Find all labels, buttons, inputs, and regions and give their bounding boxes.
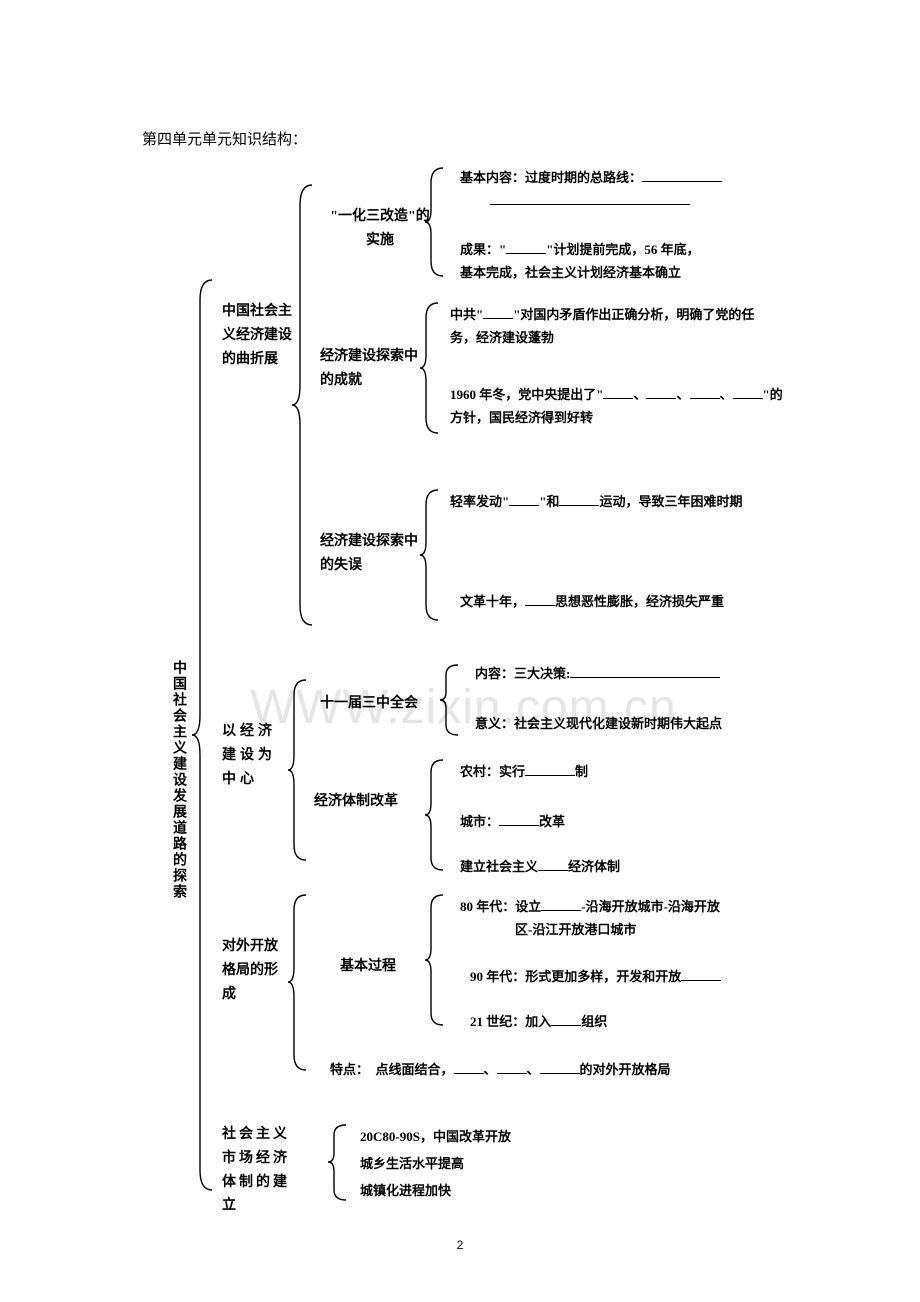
sub-1-3-label: 经济建设探索中的失误 [320,530,420,578]
blank [538,870,568,871]
item-4-2: 城乡生活水平提高 [360,1152,464,1175]
item-3-2: 特点： 点线面结合， 、 、 的对外开放格局 [330,1058,671,1081]
sub-2-2-label: 经济体制改革 [314,790,398,814]
item-1-3-2: 文革十年， 思想恶性膨胀，经济损失严重 [460,590,724,613]
item-4-3: 城镇化进程加快 [360,1179,451,1202]
blank [483,318,513,319]
branch-2-brace [288,680,313,860]
blank [499,825,539,826]
branch-3-label: 对外开放格局的形成 [222,935,282,1006]
text: 轻率发动" [450,494,509,509]
text: 、 [527,1062,540,1077]
blank [454,1073,484,1074]
sub-1-2-brace [420,303,445,433]
blank [733,398,763,399]
blank [490,204,690,205]
text: 、 [484,1062,497,1077]
item-2-2-3: 建立社会主义 经济体制 [460,855,620,878]
text: 、 [676,387,689,402]
text: 中共" [450,307,483,322]
text: 建立社会主义 [460,859,538,874]
sub-3-1-brace [425,895,450,1025]
text: 、 [633,387,646,402]
text: 、 [720,387,733,402]
text: 农村：实行 [460,764,525,779]
item-2-1-1: 内容：三大决策: [475,662,720,685]
text: 基本内容：过度时期的总路线： [460,170,642,185]
blank [540,1073,580,1074]
branch-1-label: 中国社会主义经济建设的曲折展 [222,300,292,371]
text: 基本完成，社会主义计划经济基本确立 [460,265,681,280]
text: 改革 [539,814,565,829]
blank [506,253,546,254]
blank [690,398,720,399]
item-3-1-1: 80 年代：设立 -沿海开放城市-沿海开放 区-沿江开放港口城市 [460,895,770,942]
item-1-3-1: 轻率发动" "和 运动，导致三年困难时期 [450,490,770,513]
blank [570,677,720,678]
blank [525,605,555,606]
text: 成果：" [460,242,506,257]
text: 制 [575,764,588,779]
text: 内容：三大决策: [475,666,570,681]
item-1-2-1: 中共""对国内矛盾作出正确分析，明确了党的任务，经济建设蓬勃 [450,303,760,350]
text: 经济体制 [568,859,620,874]
page-number: 2 [457,1238,464,1252]
sub-1-1-brace [425,168,450,276]
blank [541,910,581,911]
text: 文革十年， [460,594,525,609]
root-brace [192,280,222,1190]
text: 的对外开放格局 [580,1062,671,1077]
text: 组织 [581,1014,607,1029]
text: 思想恶性膨胀，经济损失严重 [555,594,724,609]
blank [497,1073,527,1074]
branch-2-label: 以经济建设为中心 [222,720,282,791]
item-1-1-2: 成果：" "计划提前完成，56 年底， 基本完成，社会主义计划经济基本确立 [460,238,700,285]
sub-2-2-brace [425,760,450,870]
sub-2-1-label: 十一届三中全会 [320,692,418,716]
text: 城市： [460,814,499,829]
sub-2-1-brace [440,665,465,735]
item-3-1-2: 90 年代：形式更加多样，开发和开放 [470,965,721,988]
text: 运动，导致三年困难时期 [599,494,742,509]
branch-3-brace [288,895,313,1070]
text: 21 世纪：加入 [470,1014,551,1029]
blank [551,1025,581,1026]
item-3-1-3: 21 世纪：加入 组织 [470,1010,607,1033]
text: "对国内矛盾作出正确分析，明确了党的任务，经济建设蓬勃 [450,307,754,345]
text: 90 年代：形式更加多样，开发和开放 [470,969,681,984]
text: -沿海开放城市-沿海开放 [581,899,720,914]
blank [525,775,575,776]
item-2-2-2: 城市： 改革 [460,810,565,833]
item-2-1-2: 意义：社会主义现代化建设新时期伟大起点 [475,712,722,735]
branch-4-brace [328,1125,353,1200]
branch-1-brace [292,185,322,625]
item-2-2-1: 农村：实行 制 [460,760,588,783]
sub-1-1-label: "一化三改造"的实施 [330,205,430,253]
text: 80 年代：设立 [460,899,541,914]
blank [646,398,676,399]
branch-4-label: 社会主义市场经济体制的建立 [222,1123,297,1218]
text: 1960 年冬，党中央提出了" [450,387,603,402]
item-4-1: 20C80-90S，中国改革开放 [360,1125,511,1148]
item-1-2-2: 1960 年冬，党中央提出了"、、、"的方针，国民经济得到好转 [450,383,790,430]
text: 区-沿江开放港口城市 [515,922,636,937]
sub-3-1-label: 基本过程 [340,955,396,979]
sub-1-3-brace [420,490,445,620]
blank [642,181,722,182]
item-1-1-1: 基本内容：过度时期的总路线： [460,166,722,213]
text: "和 [539,494,559,509]
text: 特点： 点线面结合， [330,1062,454,1077]
root-label: 中国社会主义建设发展道路的探索 [168,660,188,900]
blank [509,505,539,506]
text: "计划提前完成，56 年底， [546,242,699,257]
blank [681,980,721,981]
blank [603,398,633,399]
blank [559,505,599,506]
section-title: 第四单元单元知识结构： [142,128,307,149]
sub-1-2-label: 经济建设探索中的成就 [320,345,420,393]
